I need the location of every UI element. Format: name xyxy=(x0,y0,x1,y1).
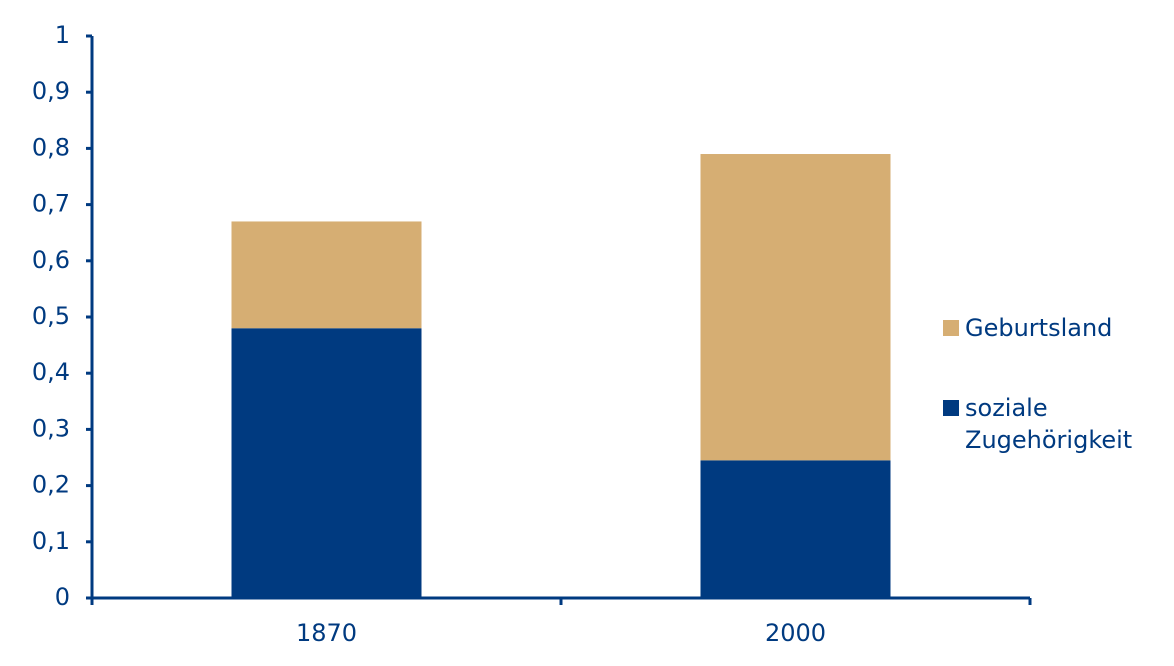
y-tick-label: 0,5 xyxy=(32,302,70,330)
y-tick-label: 0,4 xyxy=(32,358,70,386)
y-tick-label: 0,6 xyxy=(32,246,70,274)
y-tick-label: 0,3 xyxy=(32,414,70,442)
x-tick-label: 1870 xyxy=(296,619,357,647)
y-tick-label: 0,7 xyxy=(32,190,70,218)
legend-label: soziale Zugehörigkeit xyxy=(965,394,1133,454)
bar-segment xyxy=(231,221,422,329)
bar-segment xyxy=(700,460,891,598)
legend-label: Geburtsland xyxy=(965,314,1113,342)
y-tick-label: 0,9 xyxy=(32,77,70,105)
y-tick-label: 0,1 xyxy=(32,527,70,555)
legend-swatch xyxy=(943,400,959,416)
bar-segment xyxy=(231,328,422,598)
y-tick-label: 0 xyxy=(55,583,70,611)
legend-entry: Geburtsland xyxy=(943,312,1155,344)
bar-segment xyxy=(700,154,891,461)
legend-entry: soziale Zugehörigkeit xyxy=(943,392,1155,456)
legend-swatch xyxy=(943,320,959,336)
y-tick-label: 1 xyxy=(55,21,70,49)
x-tick-label: 2000 xyxy=(765,619,826,647)
y-tick-label: 0,8 xyxy=(32,133,70,161)
y-tick-label: 0,2 xyxy=(32,471,70,499)
